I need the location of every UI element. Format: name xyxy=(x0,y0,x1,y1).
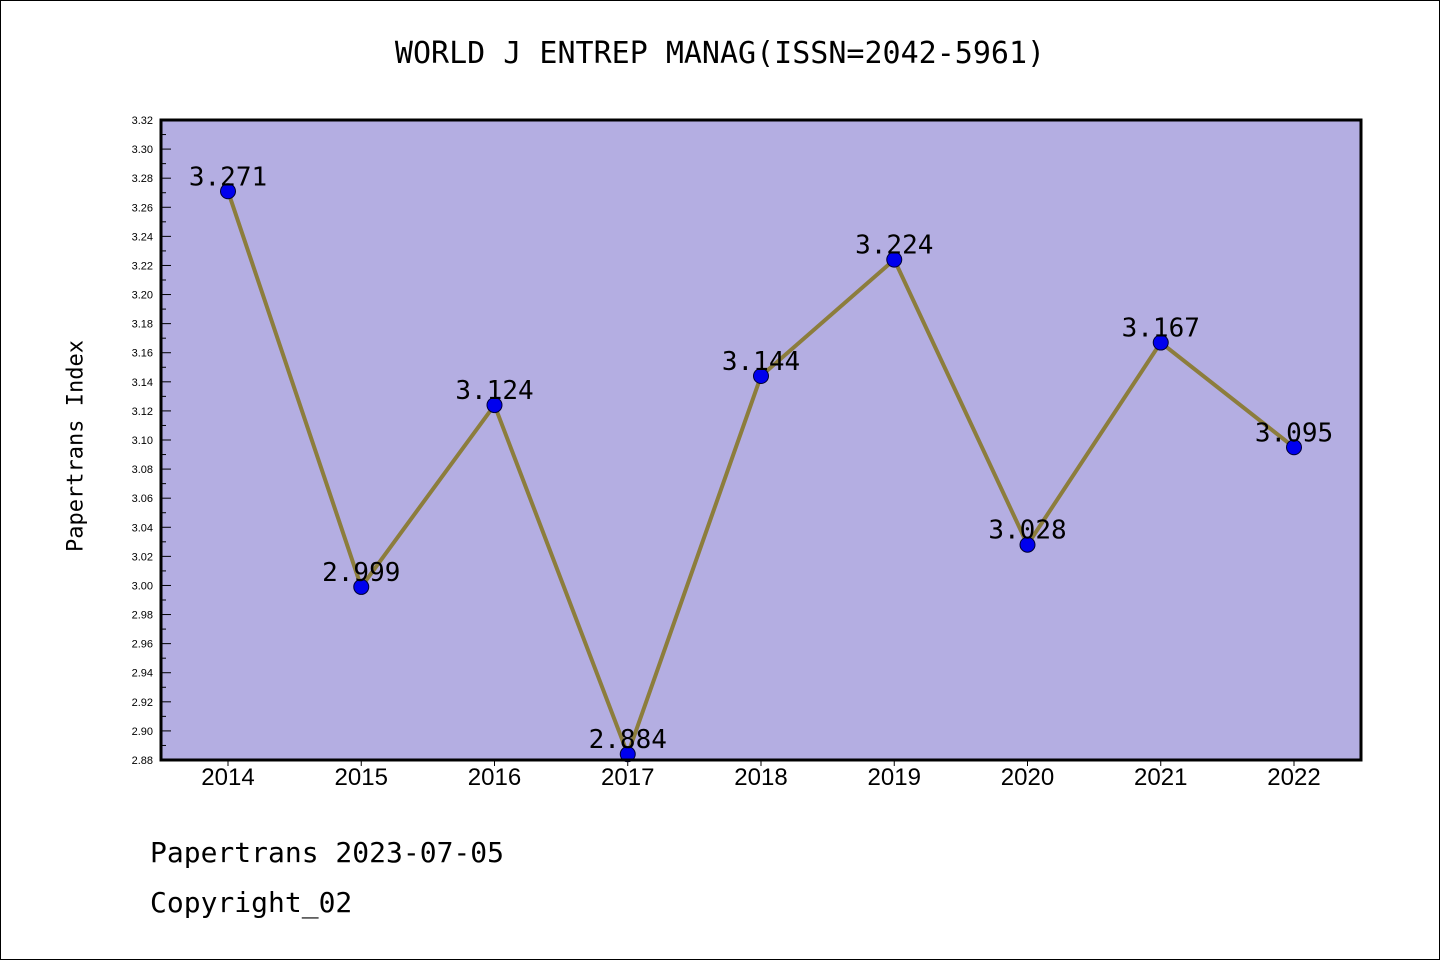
plot-area xyxy=(161,120,1361,760)
x-tick-label: 2020 xyxy=(1001,764,1054,791)
data-label-2019: 3.224 xyxy=(855,231,933,261)
y-tick-label: 3.20 xyxy=(132,290,153,302)
x-tick-label: 2019 xyxy=(868,764,921,791)
data-label-2022: 3.095 xyxy=(1255,418,1333,448)
data-label-2018: 3.144 xyxy=(722,347,800,377)
data-point-2021 xyxy=(1152,334,1169,351)
y-tick-label: 3.32 xyxy=(132,115,153,127)
y-tick-label: 2.92 xyxy=(132,697,153,709)
plot-border xyxy=(159,118,1363,762)
data-point-2018 xyxy=(753,368,769,384)
data-point-2016 xyxy=(486,397,503,414)
data-label-2016: 3.124 xyxy=(455,376,533,406)
y-tick-label: 3.16 xyxy=(132,348,153,360)
y-tick-label: 3.22 xyxy=(132,260,153,272)
footer-copyright: Copyright_02 xyxy=(150,886,353,919)
y-tick-label: 3.08 xyxy=(132,464,153,476)
data-point-2014 xyxy=(220,183,236,200)
data-label-2020: 3.028 xyxy=(988,516,1066,546)
marker-group xyxy=(220,183,1302,763)
y-tick-label: 3.04 xyxy=(132,522,153,534)
data-label-2015: 2.999 xyxy=(322,558,400,588)
y-tick-label: 3.14 xyxy=(132,377,153,389)
data-point-2022 xyxy=(1286,439,1302,456)
x-tick-label: 2016 xyxy=(468,764,521,791)
y-tick-label: 3.30 xyxy=(132,144,153,156)
x-tick-label: 2022 xyxy=(1267,764,1320,791)
x-tick-label: 2014 xyxy=(201,764,254,791)
x-tick-label: 2015 xyxy=(335,764,388,791)
data-point-2020 xyxy=(1019,536,1036,553)
data-point-2019 xyxy=(886,251,903,268)
y-tick-label: 3.00 xyxy=(132,580,153,592)
x-tick-label: 2021 xyxy=(1134,764,1187,791)
y-axis: 2.88 2.90 2.92 2.94 2.96 2.98 3.00 3.02 3.04 3.06… xyxy=(132,115,171,767)
data-label-2017: 2.884 xyxy=(589,725,667,755)
data-point-2015 xyxy=(353,578,370,595)
y-tick-label: 2.98 xyxy=(132,610,153,622)
y-tick-label: 2.90 xyxy=(132,726,153,738)
y-tick-label: 3.28 xyxy=(132,173,153,185)
data-label-group: 3.271 2.999 3.124 2.884 3.144 3.224 3.028 3.167… xyxy=(189,162,1333,755)
footer-date: Papertrans 2023-07-05 xyxy=(150,836,505,869)
y-tick-label: 3.12 xyxy=(132,406,153,418)
chart-title: WORLD J ENTREP MANAG(ISSN=2042-5961) xyxy=(394,36,1046,71)
y-tick-label: 2.96 xyxy=(132,639,153,651)
data-point-2017 xyxy=(619,746,636,763)
x-axis: 2014 2015 2016 2017 2018 2019 2020 2021 2022 xyxy=(201,760,1321,791)
data-label-2021: 3.167 xyxy=(1122,314,1200,344)
y-tick-label: 3.18 xyxy=(132,319,153,331)
x-tick-label: 2017 xyxy=(601,764,654,791)
y-tick-label: 2.94 xyxy=(132,668,153,680)
y-tick-label: 3.06 xyxy=(132,493,153,505)
y-tick-label: 3.26 xyxy=(132,202,153,214)
x-tick-label: 2018 xyxy=(734,764,787,791)
y-tick-label: 3.02 xyxy=(132,551,153,563)
y-tick-label: 3.24 xyxy=(132,231,153,243)
data-label-2014: 3.271 xyxy=(189,162,267,192)
y-tick-label: 3.10 xyxy=(132,435,153,447)
y-tick-label: 2.88 xyxy=(132,755,153,767)
